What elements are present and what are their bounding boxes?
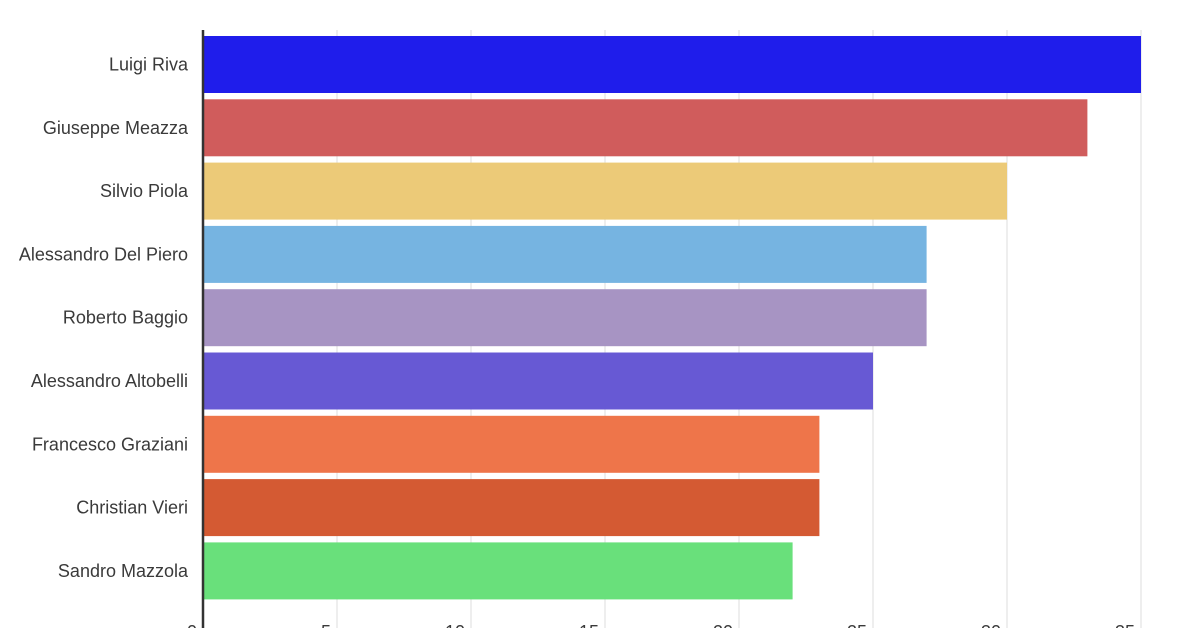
category-label-sandro-mazzola: Sandro Mazzola — [58, 561, 189, 581]
category-label-alessandro-del-piero: Alessandro Del Piero — [19, 244, 188, 264]
x-tick-label-15: 15 — [579, 622, 599, 628]
x-tick-label-0: 0 — [187, 622, 197, 628]
x-tick-label-30: 30 — [981, 622, 1001, 628]
bar-alessandro-altobelli — [203, 352, 873, 410]
bar-giuseppe-meazza — [203, 99, 1088, 157]
x-tick-labels: 0 5 10 15 20 25 30 35 — [187, 622, 1135, 628]
category-label-silvio-piola: Silvio Piola — [100, 181, 189, 201]
category-label-alessandro-altobelli: Alessandro Altobelli — [31, 371, 188, 391]
x-tick-label-10: 10 — [445, 622, 465, 628]
category-label-roberto-baggio: Roberto Baggio — [63, 308, 188, 328]
category-label-luigi-riva: Luigi Riva — [109, 55, 189, 75]
bar-luigi-riva — [203, 36, 1141, 93]
bar-christian-vieri — [203, 479, 820, 537]
category-label-francesco-graziani: Francesco Graziani — [32, 434, 188, 454]
bar-francesco-graziani — [203, 415, 820, 473]
category-label-christian-vieri: Christian Vieri — [76, 498, 188, 518]
bar-roberto-baggio — [203, 289, 927, 347]
x-tick-label-35: 35 — [1115, 622, 1135, 628]
category-labels: Luigi Riva Giuseppe Meazza Silvio Piola Ale… — [19, 55, 189, 581]
bar-sandro-mazzola — [203, 542, 793, 600]
category-label-giuseppe-meazza: Giuseppe Meazza — [43, 118, 189, 138]
x-tick-label-20: 20 — [713, 622, 733, 628]
x-tick-label-5: 5 — [321, 622, 331, 628]
bar-silvio-piola — [203, 162, 1007, 220]
x-tick-label-25: 25 — [847, 622, 867, 628]
bars — [203, 36, 1141, 600]
bar-alessandro-del-piero — [203, 225, 927, 283]
